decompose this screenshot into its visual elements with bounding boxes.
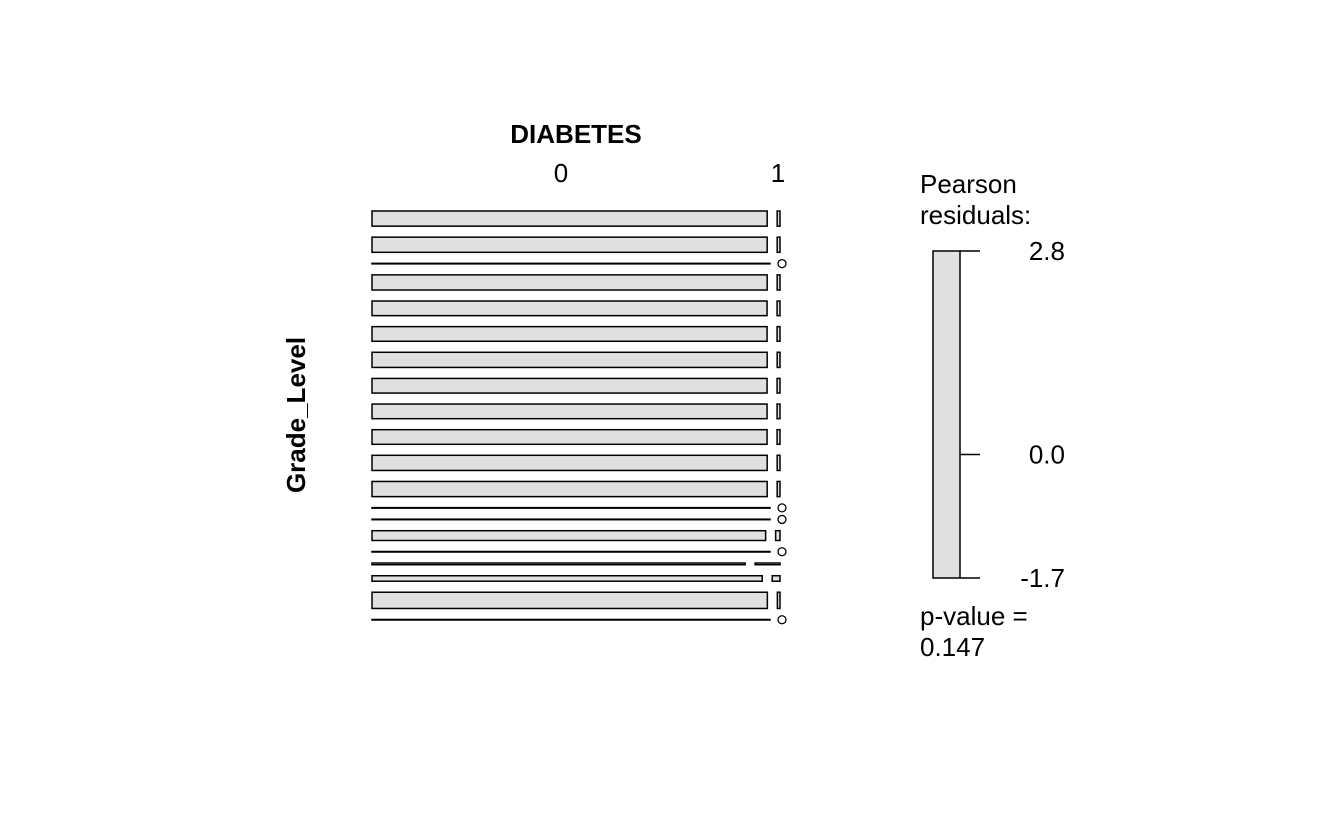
cell — [371, 274, 768, 291]
empty-cell — [777, 514, 787, 525]
empty-cell — [777, 503, 787, 513]
empty-cell — [777, 615, 787, 625]
cell — [371, 428, 768, 446]
cell — [371, 236, 768, 254]
cell — [776, 454, 781, 472]
chart-title: DIABETES — [510, 119, 641, 149]
cell — [776, 377, 781, 394]
row-variable-label: Grade_Level — [281, 337, 311, 493]
cell — [776, 325, 781, 343]
cell — [371, 618, 771, 621]
legend-tick-label: -1.7 — [1020, 563, 1065, 593]
cell — [754, 562, 781, 566]
cell — [371, 377, 768, 394]
cell — [776, 428, 781, 446]
legend-title: Pearson — [920, 169, 1017, 199]
cell — [776, 236, 781, 254]
legend-tick-label: 0.0 — [1029, 439, 1065, 469]
p-value: p-value = — [920, 601, 1028, 631]
cell — [371, 480, 768, 498]
cell — [371, 506, 771, 509]
cell — [774, 529, 781, 542]
cell — [371, 574, 763, 582]
cell — [371, 591, 769, 610]
cell — [776, 210, 781, 227]
cell — [371, 562, 746, 566]
legend-title: residuals: — [920, 200, 1031, 230]
cell — [371, 518, 771, 521]
cell — [776, 300, 781, 317]
cell — [371, 454, 768, 472]
cell — [371, 550, 771, 553]
column-label: 1 — [771, 158, 785, 188]
cell — [371, 403, 768, 420]
column-label: 0 — [554, 158, 568, 188]
empty-cell — [777, 258, 787, 269]
cell — [371, 262, 771, 265]
cell — [776, 403, 781, 420]
legend-bar — [932, 250, 961, 579]
cell — [776, 351, 781, 369]
p-value: 0.147 — [920, 632, 985, 662]
cell — [371, 325, 768, 343]
cell — [776, 274, 781, 291]
cell — [371, 351, 768, 369]
cell — [371, 210, 768, 227]
empty-cell — [777, 547, 787, 557]
legend-tick-label: 2.8 — [1029, 236, 1065, 266]
cell — [776, 591, 781, 610]
cell — [371, 300, 768, 317]
cell — [771, 574, 781, 582]
cell — [371, 529, 767, 542]
cell — [776, 480, 781, 498]
